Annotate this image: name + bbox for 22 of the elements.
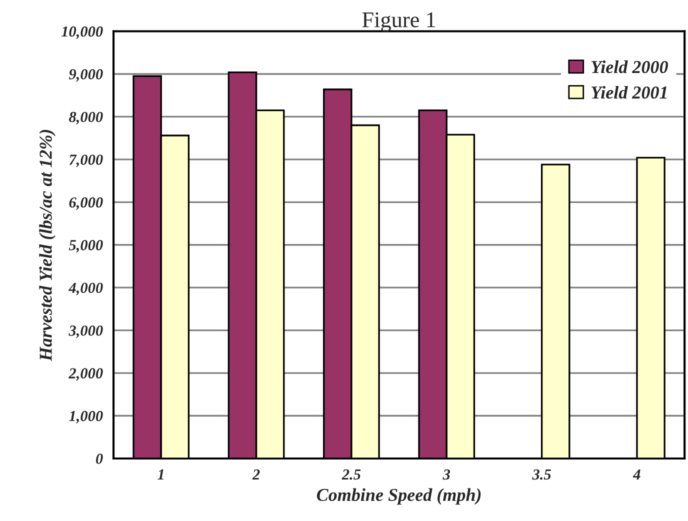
- y-axis-title: Harvested Yield (lbs/ac at 12%): [39, 130, 56, 362]
- y-tick-label: 3,000: [68, 325, 103, 338]
- y-tick-label: 9,000: [68, 69, 103, 82]
- y-tick-label: 5,000: [68, 240, 103, 253]
- y-tick-label: 7,000: [69, 154, 103, 168]
- x-tick-label: 2: [252, 469, 260, 480]
- y-tick-label: 6,000: [69, 197, 103, 210]
- legend-label: Yield 2000: [592, 60, 668, 74]
- y-tick-label: 4,000: [68, 282, 103, 296]
- x-tick-label: 3: [442, 469, 450, 480]
- y-tick-label: 0: [96, 454, 103, 464]
- x-axis-title: Combine Speed (mph): [316, 488, 481, 505]
- x-tick-label: 3.5: [532, 469, 551, 480]
- y-tick-label: 2,000: [68, 368, 103, 381]
- chart-title: Figure 1: [362, 12, 436, 32]
- x-tick-label: 1: [158, 469, 164, 480]
- x-tick-label: 2.5: [342, 469, 361, 480]
- y-tick-label: 1,000: [69, 410, 103, 424]
- legend-label: Yield 2001: [592, 86, 666, 99]
- x-tick-label: 4: [632, 469, 640, 480]
- y-tick-label: 8,000: [69, 112, 103, 124]
- y-tick-label: 10,000: [61, 26, 103, 39]
